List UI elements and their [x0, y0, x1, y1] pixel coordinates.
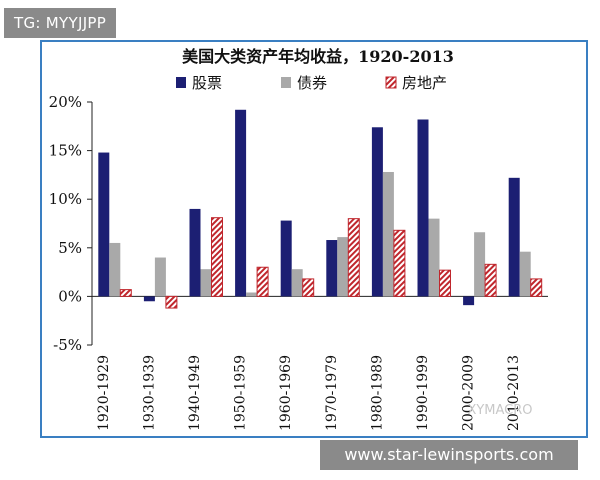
bar: [508, 177, 520, 297]
bar: [393, 229, 406, 297]
y-tick-label: -5%: [53, 336, 82, 354]
x-category-label: 2010-2013: [506, 355, 522, 431]
bar: [119, 289, 132, 297]
legend-swatch: [281, 77, 291, 88]
bar: [291, 269, 303, 297]
legend-label: 股票: [192, 74, 222, 92]
bar: [347, 218, 360, 297]
x-category-label: 1920-1929: [96, 355, 112, 431]
bar: [189, 208, 201, 297]
x-category-label: 1960-1969: [278, 355, 294, 431]
bar: [463, 296, 475, 306]
bar: [484, 263, 497, 297]
chart-frame: [40, 40, 588, 438]
y-tick-label: 15%: [49, 142, 82, 160]
bar: [109, 242, 121, 297]
legend-label: 房地产: [402, 74, 447, 92]
bar: [98, 152, 110, 297]
channel-badge: TG: MYYJJPP: [4, 8, 117, 38]
bar: [235, 109, 247, 297]
bar: [256, 266, 269, 297]
bar: [280, 220, 292, 297]
site-url-banner[interactable]: www.star-lewinsports.com: [320, 440, 578, 470]
chart-title: 美国大类资产年均收益，1920-2013: [182, 47, 454, 66]
bar: [382, 171, 394, 297]
legend-swatch: [385, 76, 397, 89]
bar: [530, 278, 543, 297]
x-axis-labels: 1920-1929 1930-1939 1940-1949 1950-1959 1960…: [96, 355, 522, 431]
legend-swatch: [176, 77, 186, 88]
bar: [428, 218, 440, 297]
bar: [519, 251, 531, 297]
bar: [165, 295, 178, 309]
bar: [417, 119, 429, 297]
bar: [200, 269, 212, 297]
x-category-label: 2000-2009: [461, 355, 477, 431]
legend: 股票 债券 房地产: [176, 74, 447, 92]
y-tick-label: 10%: [49, 190, 82, 208]
x-category-label: 1950-1959: [233, 355, 249, 431]
bar: [246, 292, 258, 297]
bar: [371, 127, 383, 297]
bar: [211, 217, 223, 297]
y-axis: 20% 15% 10% 5% 0% -5%: [49, 93, 548, 354]
bars-layer: [98, 109, 543, 309]
bar: [439, 269, 451, 297]
bar: [143, 296, 155, 302]
x-category-label: 1970-1979: [324, 355, 340, 431]
bar: [302, 278, 315, 297]
y-tick-label: 5%: [58, 239, 82, 257]
y-tick-label: 20%: [49, 93, 82, 111]
y-tick-label: 0%: [58, 287, 82, 305]
bar: [474, 232, 486, 297]
x-category-label: 1990-1999: [415, 355, 431, 431]
x-category-label: 1940-1949: [187, 355, 203, 431]
bar: [154, 257, 166, 297]
x-category-label: 1930-1939: [141, 355, 157, 431]
watermark-text: XYMACRO: [467, 403, 532, 418]
bar: [326, 240, 338, 297]
legend-label: 债券: [297, 74, 327, 92]
bar: [337, 237, 349, 297]
x-category-label: 1980-1989: [369, 355, 385, 431]
